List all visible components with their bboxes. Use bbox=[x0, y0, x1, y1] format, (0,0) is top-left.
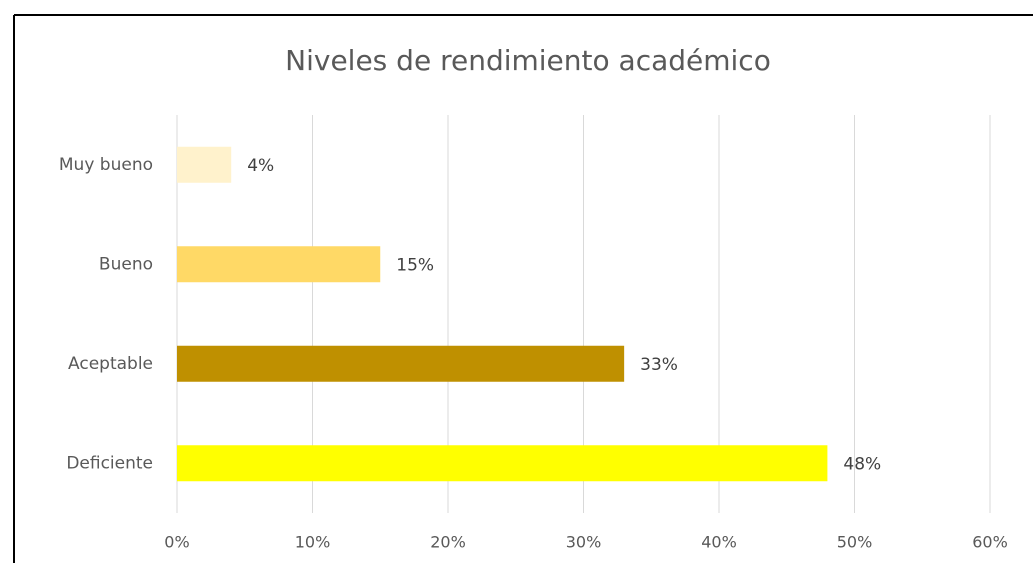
y-tick-label: Aceptable bbox=[68, 354, 153, 374]
chart-title: Niveles de rendimiento académico bbox=[285, 44, 771, 77]
y-tick-label: Deficiente bbox=[66, 453, 153, 473]
y-tick-label: Bueno bbox=[99, 254, 153, 274]
x-tick-label: 60% bbox=[972, 533, 1008, 552]
x-tick-label: 40% bbox=[701, 533, 737, 552]
data-label: 33% bbox=[640, 355, 678, 375]
bar bbox=[177, 246, 381, 283]
bar bbox=[177, 345, 625, 382]
y-tick-label: Muy bueno bbox=[59, 155, 153, 175]
bar bbox=[177, 146, 232, 183]
x-tick-label: 30% bbox=[566, 533, 602, 552]
data-label: 48% bbox=[843, 454, 881, 474]
data-label: 4% bbox=[247, 156, 274, 176]
bar bbox=[177, 445, 828, 482]
x-tick-label: 10% bbox=[295, 533, 331, 552]
data-label: 15% bbox=[396, 255, 434, 275]
x-tick-label: 50% bbox=[837, 533, 873, 552]
x-tick-label: 20% bbox=[430, 533, 466, 552]
x-tick-label: 0% bbox=[164, 533, 189, 552]
